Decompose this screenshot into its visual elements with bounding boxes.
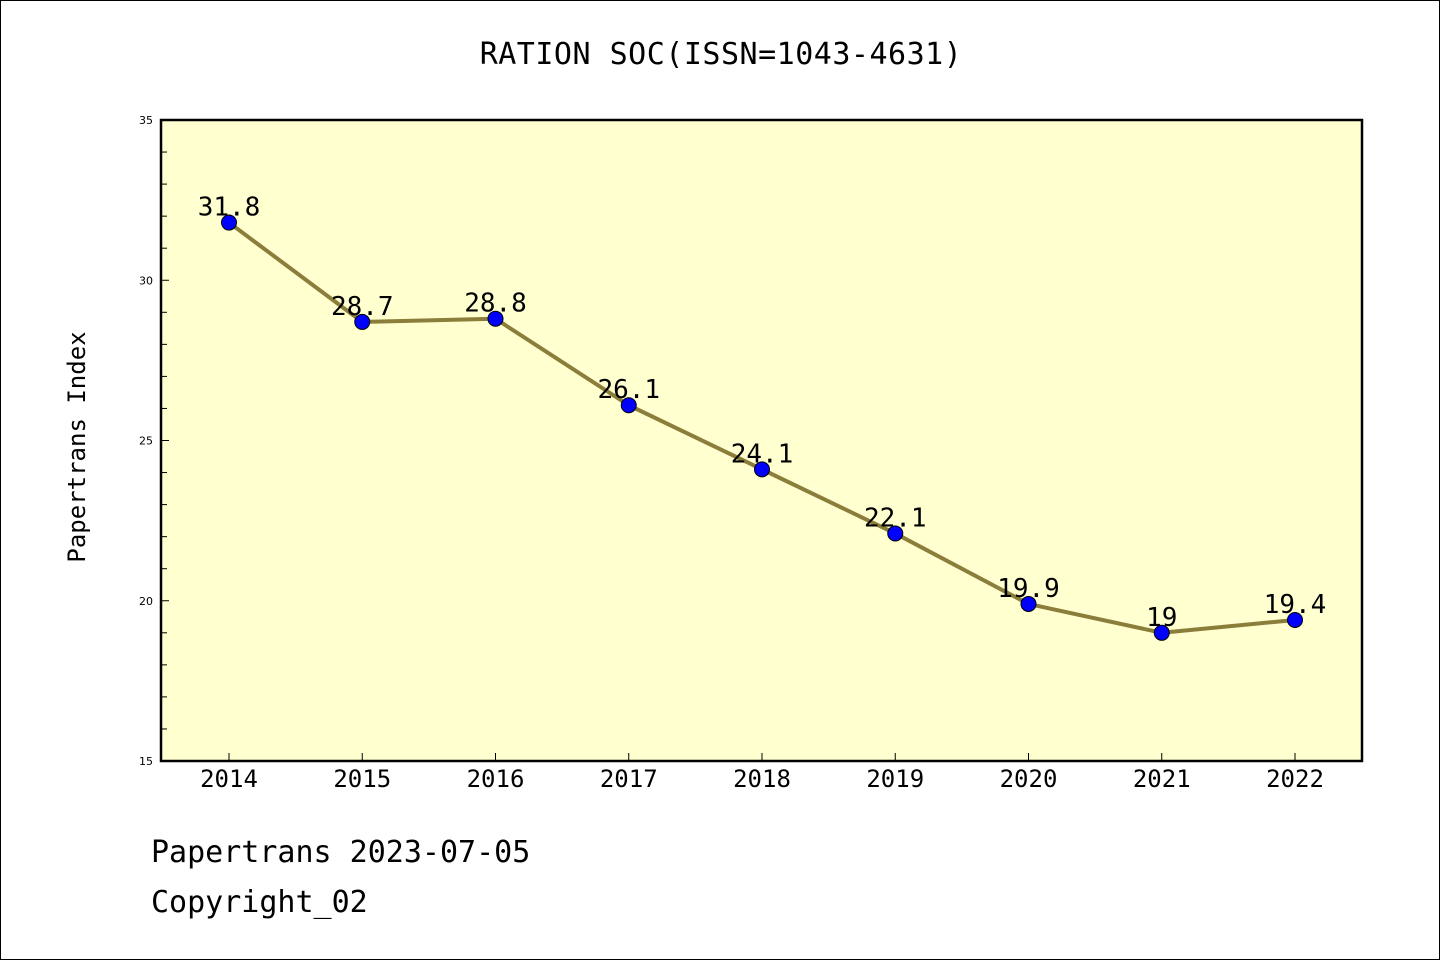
x-tick-label: 2017 [600, 765, 658, 793]
x-tick-label: 2022 [1266, 765, 1324, 793]
x-tick-label: 2019 [866, 765, 924, 793]
y-axis: 15 20 25 30 35 [139, 114, 169, 768]
x-axis: 2014 2015 2016 2017 2018 2019 2020 2021 2022 [200, 753, 1324, 793]
data-point [1153, 624, 1170, 641]
data-point [1020, 595, 1037, 612]
data-point [1287, 611, 1303, 628]
footer-copyright: Copyright_02 [151, 885, 368, 920]
x-tick-label: 2021 [1133, 765, 1191, 793]
x-tick-label: 2020 [1000, 765, 1058, 793]
x-tick-label: 2014 [200, 765, 258, 793]
y-tick-label: 20 [139, 595, 153, 608]
data-label: 24.1 [731, 439, 794, 469]
data-label: 22.1 [864, 503, 927, 533]
y-tick-label: 25 [139, 435, 153, 448]
data-point [620, 397, 637, 414]
data-labels: 31.8 28.7 28.8 26.1 24.1 22.1 19.9 19 19.4 [198, 193, 1327, 633]
data-point [887, 525, 904, 542]
x-tick-label: 2018 [733, 765, 791, 793]
y-tick-label: 35 [139, 114, 153, 127]
data-point [754, 461, 770, 478]
footer-date: Papertrans 2023-07-05 [151, 835, 531, 870]
data-label: 19.4 [1264, 590, 1327, 620]
data-label: 28.8 [464, 289, 527, 319]
chart-title: RATION SOC(ISSN=1043-4631) [479, 37, 963, 72]
x-tick-label: 2016 [467, 765, 525, 793]
data-label: 19.9 [997, 574, 1060, 604]
plot-area [159, 118, 1364, 763]
data-point [221, 214, 237, 231]
x-tick-label: 2015 [333, 765, 391, 793]
data-label: 19 [1146, 603, 1177, 633]
y-tick-label: 15 [139, 755, 153, 768]
data-label: 31.8 [198, 193, 261, 223]
data-point [354, 313, 371, 330]
y-tick-label: 30 [139, 274, 153, 287]
data-label: 28.7 [331, 292, 394, 322]
data-point [487, 310, 504, 327]
data-points [221, 214, 1303, 641]
data-label: 26.1 [597, 375, 660, 405]
